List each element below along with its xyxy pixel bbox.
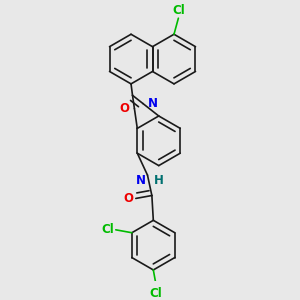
- Text: N: N: [148, 97, 158, 110]
- Text: Cl: Cl: [150, 287, 163, 300]
- Text: O: O: [123, 192, 133, 205]
- Text: Cl: Cl: [102, 223, 114, 236]
- Text: Cl: Cl: [172, 4, 185, 17]
- Text: H: H: [154, 174, 164, 187]
- Text: N: N: [136, 174, 146, 187]
- Text: O: O: [119, 102, 129, 115]
